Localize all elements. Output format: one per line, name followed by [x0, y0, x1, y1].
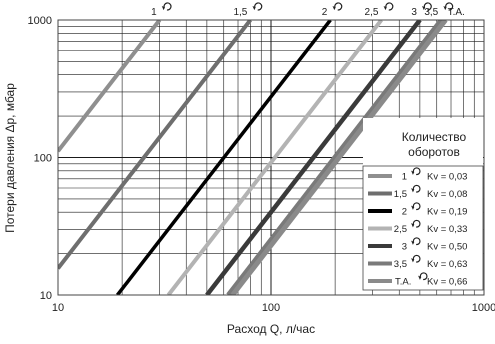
legend-title-line1: Количество — [402, 130, 467, 144]
legend-label: 2,5 — [394, 224, 407, 235]
rotation-icon — [332, 2, 343, 11]
rotation-icon — [411, 202, 421, 211]
rotation-icon — [443, 2, 454, 11]
x-tick-label: 1000 — [472, 302, 495, 314]
y-tick-label: 10 — [40, 290, 52, 302]
top-label-1: 1 — [151, 7, 157, 18]
x-axis-title: Расход Q, л/час — [227, 322, 315, 336]
y-tick-label: 1000 — [28, 15, 52, 27]
legend-title-line2: оборотов — [408, 145, 460, 159]
legend-kv: Kv = 0,33 — [427, 224, 467, 235]
legend-label: 1 — [402, 172, 407, 183]
legend-label: 2 — [402, 207, 407, 218]
rotation-icon — [383, 2, 394, 11]
y-axis-title: Потери давления Δр, мбар — [3, 83, 17, 233]
top-label-4: 2,5 — [365, 7, 379, 18]
series-line-2 — [58, 20, 252, 270]
tick-labels: 10 100 1000 10 100 1000 — [28, 15, 495, 314]
legend: Количество оборотов 1 Kv = 0,03 1,5 Kv = 0,… — [362, 118, 484, 291]
rotation-icon — [161, 2, 172, 11]
y-tick-label: 100 — [34, 153, 52, 165]
series-line-5 — [205, 20, 422, 295]
top-label-5: 3 — [411, 7, 417, 18]
rotation-icon — [411, 184, 421, 193]
x-tick-label: 10 — [52, 302, 64, 314]
rotation-icon — [252, 2, 263, 11]
plot-frame — [57, 19, 485, 296]
legend-item-4: 2,5 Kv = 0,33 — [368, 219, 467, 235]
legend-kv: Kv = 0,03 — [427, 172, 467, 183]
legend-label: 3 — [402, 242, 407, 253]
x-tick-label: 100 — [262, 302, 280, 314]
legend-kv: Kv = 0,63 — [427, 259, 467, 270]
top-label-7: Т.А. — [448, 7, 465, 18]
legend-item-7: Т.А. Kv = 0,66 — [368, 272, 467, 288]
rotation-icon — [418, 272, 428, 281]
top-label-3: 2 — [322, 7, 328, 18]
legend-kv: Kv = 0,19 — [427, 207, 467, 218]
rotation-icon — [411, 219, 421, 228]
legend-label: Т.А. — [395, 277, 411, 288]
legend-kv: Kv = 0,50 — [427, 242, 467, 253]
top-labels: 1 1,5 2 2,5 3 3,5 Т.А. — [151, 2, 465, 18]
rotation-icon — [411, 167, 421, 176]
legend-item-5: 3 Kv = 0,50 — [368, 237, 467, 253]
legend-label: 1,5 — [394, 189, 407, 200]
rotation-icon — [411, 254, 421, 263]
legend-item-2: 1,5 Kv = 0,08 — [368, 184, 467, 200]
legend-label: 3,5 — [394, 259, 407, 270]
top-label-6: 3,5 — [424, 7, 438, 18]
legend-item-3: 2 Kv = 0,19 — [368, 202, 467, 218]
series-line-4 — [166, 20, 383, 295]
series-line-6 — [226, 20, 444, 295]
rotation-icon — [422, 2, 432, 11]
series-line-3 — [116, 20, 332, 295]
legend-kv: Kv = 0,08 — [427, 189, 467, 200]
legend-kv: Kv = 0,66 — [427, 277, 467, 288]
top-label-2: 1,5 — [233, 7, 247, 18]
rotation-icon — [411, 237, 421, 246]
series-line-1 — [58, 20, 162, 153]
series-line-7 — [230, 20, 448, 295]
series-lines — [58, 20, 448, 295]
legend-item-6: 3,5 Kv = 0,63 — [368, 254, 467, 270]
legend-item-1: 1 Kv = 0,03 — [368, 167, 467, 183]
